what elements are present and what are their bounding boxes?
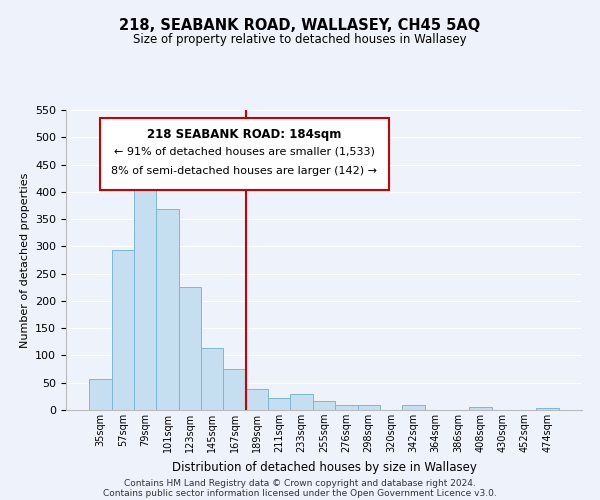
Bar: [358, 404, 380, 410]
Bar: [157, 210, 179, 410]
Bar: [112, 250, 134, 410]
Bar: [290, 394, 313, 410]
Bar: [402, 405, 425, 410]
Text: Size of property relative to detached houses in Wallasey: Size of property relative to detached ho…: [133, 32, 467, 46]
Bar: [201, 348, 223, 410]
Bar: [469, 408, 491, 410]
Text: 218 SEABANK ROAD: 184sqm: 218 SEABANK ROAD: 184sqm: [147, 128, 341, 141]
FancyBboxPatch shape: [100, 118, 389, 190]
Bar: [536, 408, 559, 410]
Bar: [246, 390, 268, 410]
Bar: [134, 176, 157, 410]
Bar: [335, 404, 358, 410]
Bar: [89, 379, 112, 410]
Text: 218, SEABANK ROAD, WALLASEY, CH45 5AQ: 218, SEABANK ROAD, WALLASEY, CH45 5AQ: [119, 18, 481, 32]
Bar: [268, 398, 290, 410]
Bar: [313, 400, 335, 410]
Bar: [179, 288, 201, 410]
Text: Contains HM Land Registry data © Crown copyright and database right 2024.: Contains HM Land Registry data © Crown c…: [124, 478, 476, 488]
Text: ← 91% of detached houses are smaller (1,533): ← 91% of detached houses are smaller (1,…: [113, 146, 374, 156]
Text: 8% of semi-detached houses are larger (142) →: 8% of semi-detached houses are larger (1…: [111, 166, 377, 175]
X-axis label: Distribution of detached houses by size in Wallasey: Distribution of detached houses by size …: [172, 460, 476, 473]
Y-axis label: Number of detached properties: Number of detached properties: [20, 172, 29, 348]
Bar: [223, 368, 246, 410]
Text: Contains public sector information licensed under the Open Government Licence v3: Contains public sector information licen…: [103, 488, 497, 498]
